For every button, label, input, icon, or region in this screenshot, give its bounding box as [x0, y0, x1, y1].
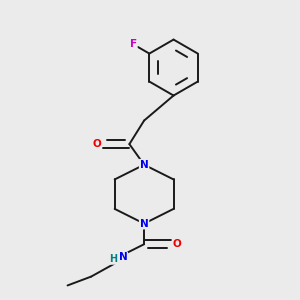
Text: F: F	[130, 39, 137, 49]
Text: O: O	[173, 239, 182, 249]
Text: N: N	[118, 253, 127, 262]
Text: O: O	[92, 139, 101, 149]
Text: N: N	[140, 160, 148, 170]
Text: H: H	[109, 254, 117, 264]
Text: N: N	[140, 219, 148, 229]
